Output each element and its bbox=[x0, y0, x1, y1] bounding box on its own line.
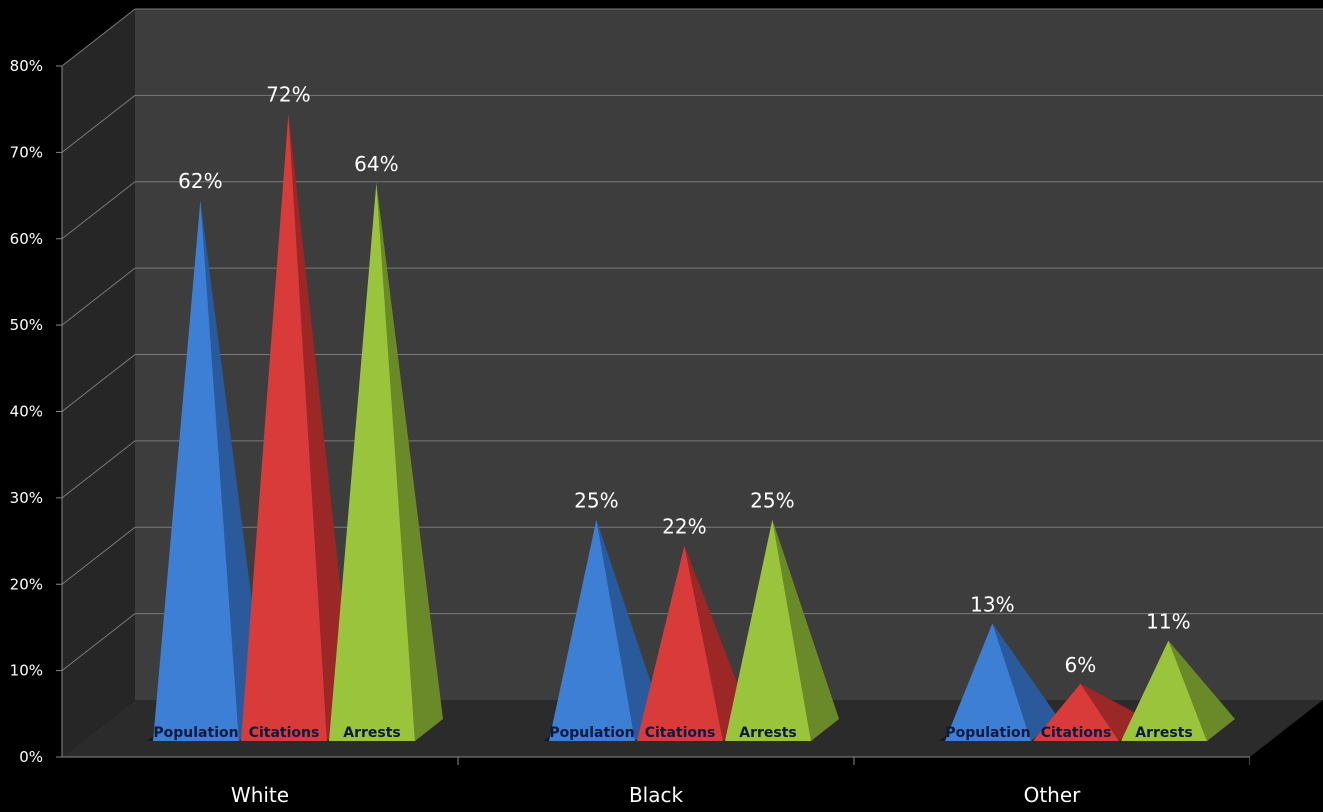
bar-side-face bbox=[772, 519, 839, 741]
data-label: 13% bbox=[970, 592, 1014, 616]
y-tick-label: 0% bbox=[19, 748, 43, 766]
gridline-side bbox=[61, 440, 136, 499]
data-label: 72% bbox=[266, 83, 310, 107]
y-tick-label: 30% bbox=[10, 489, 43, 507]
bar bbox=[725, 519, 811, 741]
series-base-label: Population bbox=[945, 725, 1030, 741]
bar bbox=[549, 519, 635, 741]
x-category-label: Other bbox=[1024, 783, 1082, 807]
data-label: 22% bbox=[662, 515, 706, 539]
bar-side-face bbox=[200, 200, 267, 741]
series-base-label: Arrests bbox=[343, 725, 401, 741]
bar bbox=[1033, 683, 1119, 741]
y-tick-label: 10% bbox=[10, 662, 43, 680]
bar bbox=[153, 200, 239, 741]
data-label: 25% bbox=[574, 489, 618, 513]
x-category-label: White bbox=[231, 783, 289, 807]
data-label: 11% bbox=[1146, 610, 1190, 634]
bar-side-face bbox=[376, 182, 443, 741]
series-base-label: Citations bbox=[1041, 725, 1112, 741]
y-tick-label: 50% bbox=[10, 316, 43, 334]
bar bbox=[945, 623, 1031, 741]
series-base-label: Population bbox=[549, 725, 634, 741]
y-tick-label: 80% bbox=[10, 57, 43, 75]
series-base-label: Citations bbox=[645, 725, 716, 741]
bar-side-face bbox=[992, 623, 1059, 741]
gridline-side bbox=[61, 267, 136, 326]
data-label: 62% bbox=[178, 169, 222, 193]
bar bbox=[637, 545, 723, 741]
series-base-label: Arrests bbox=[1135, 725, 1193, 741]
series-base-label: Population bbox=[153, 725, 238, 741]
corner-mask-2 bbox=[1250, 700, 1323, 808]
bar-side-face bbox=[1168, 640, 1235, 741]
bar bbox=[1121, 640, 1207, 741]
bar-side-face bbox=[288, 113, 355, 741]
y-tick-label: 60% bbox=[10, 230, 43, 248]
data-label: 64% bbox=[354, 152, 398, 176]
bar bbox=[241, 113, 327, 741]
series-base-label: Citations bbox=[249, 725, 320, 741]
gridline-side bbox=[61, 354, 136, 412]
data-label: 25% bbox=[750, 489, 794, 513]
y-tick-label: 40% bbox=[10, 403, 43, 421]
series-base-label: Arrests bbox=[739, 725, 797, 741]
bar bbox=[329, 182, 415, 741]
gridline-side bbox=[61, 181, 136, 240]
y-tick-label: 70% bbox=[10, 143, 43, 161]
gridline-side bbox=[61, 94, 136, 153]
gridline-side bbox=[61, 8, 136, 67]
data-label: 6% bbox=[1065, 653, 1097, 677]
x-category-label: Black bbox=[629, 783, 684, 807]
y-tick-label: 20% bbox=[10, 575, 43, 593]
gridline-side bbox=[61, 526, 136, 585]
gridline-side bbox=[61, 613, 136, 672]
bar-side-face bbox=[596, 519, 663, 741]
bar-side-face bbox=[684, 545, 751, 741]
